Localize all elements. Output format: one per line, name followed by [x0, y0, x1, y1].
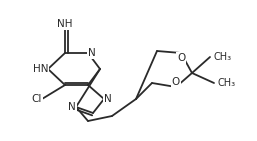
Text: N: N: [68, 102, 76, 112]
Text: Cl: Cl: [32, 94, 42, 104]
Text: N: N: [88, 48, 96, 58]
Text: HN: HN: [32, 64, 48, 74]
Text: N: N: [104, 94, 112, 104]
Text: O: O: [172, 77, 180, 87]
Text: CH₃: CH₃: [217, 78, 235, 88]
Text: O: O: [177, 53, 185, 63]
Text: CH₃: CH₃: [213, 52, 231, 62]
Text: NH: NH: [57, 19, 73, 29]
